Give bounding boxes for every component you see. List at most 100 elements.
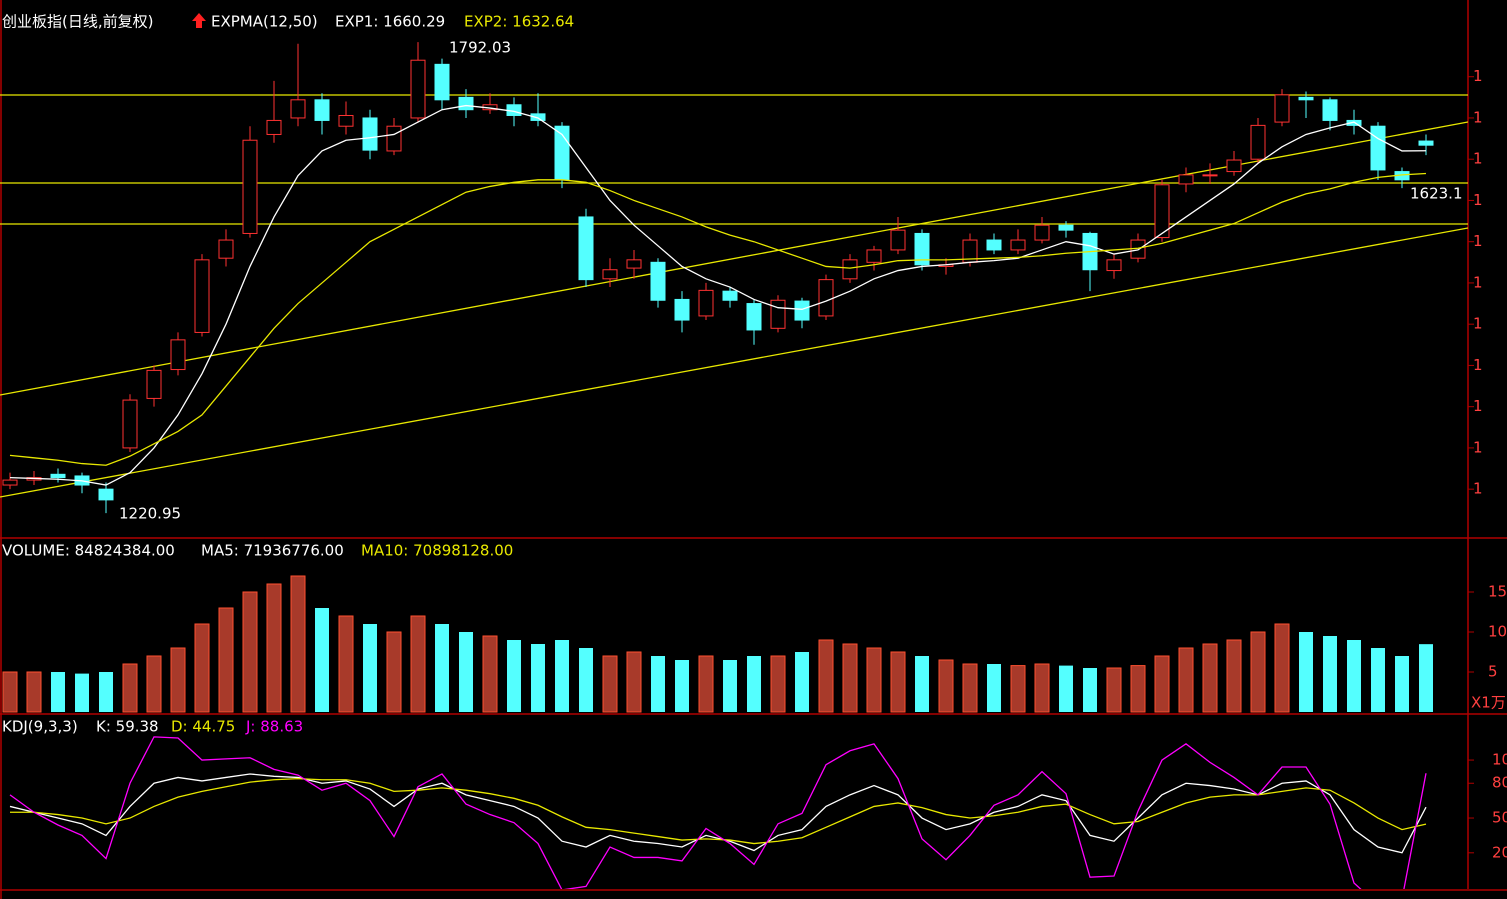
volume-bar (1274, 623, 1290, 713)
y-tick-label: 10 (1488, 623, 1507, 641)
candle-body (818, 279, 834, 317)
y-tick-label: 1450 (1473, 315, 1507, 333)
candle-body (626, 259, 642, 269)
y-tick-label: 1550 (1473, 232, 1507, 250)
y-tick-label: 1250 (1473, 480, 1507, 498)
series-line (9, 736, 1427, 889)
candle-body (2, 479, 18, 486)
candle-body (914, 232, 930, 266)
volume-bar (770, 655, 786, 713)
candle-body (1106, 259, 1122, 272)
candle-body (1226, 159, 1242, 173)
candle-body (314, 99, 330, 121)
candle-body (410, 59, 426, 119)
series-line (9, 104, 1427, 486)
volume-bar (146, 655, 162, 713)
y-axis: 5 10 15 (1468, 583, 1507, 681)
volume-bar (218, 607, 234, 713)
y-tick-label: 1350 (1473, 397, 1507, 415)
candle-body (218, 239, 234, 259)
candle-body (362, 117, 378, 151)
volume-bar (75, 673, 89, 712)
legend: MA5: 71936776.00 (201, 542, 344, 560)
volume-bar (26, 671, 42, 713)
candle-body (1202, 174, 1218, 177)
volume-bar (842, 643, 858, 713)
volume-bar (51, 672, 65, 712)
candle-body (242, 139, 258, 234)
volume-bar (555, 640, 569, 712)
candle-body (1274, 94, 1290, 123)
volume-bar (410, 615, 426, 713)
candle-body (146, 369, 162, 399)
chart-title: 创业板指(日线,前复权) (2, 13, 153, 31)
legend: K: 59.38 (96, 718, 159, 736)
volume-bar (338, 615, 354, 713)
volume-bar (99, 672, 113, 712)
annotation: 1220.95 (119, 505, 181, 523)
series-line (9, 773, 1427, 854)
candle-body (866, 249, 882, 263)
candle-body (986, 239, 1002, 251)
volume-bar (1226, 639, 1242, 713)
candle-body (1178, 174, 1194, 185)
candle-body (122, 399, 138, 449)
candle-body (458, 96, 474, 111)
volume-bar (266, 583, 282, 713)
volume-bar (122, 663, 138, 713)
candle-body (1370, 125, 1386, 171)
legend: J: 88.63 (245, 718, 303, 736)
candle-body (290, 99, 306, 119)
candle-body (650, 261, 666, 301)
volume-bar (1395, 656, 1409, 712)
candle-body (674, 298, 690, 321)
panel (9, 736, 1427, 889)
candle-body (1250, 124, 1266, 160)
volume-bar (1371, 648, 1385, 712)
volume-bar (602, 655, 618, 713)
candle-body (602, 269, 618, 280)
candle-body (842, 259, 858, 280)
y-tick-label: 5 (1488, 663, 1498, 681)
volume-bar (1323, 636, 1337, 712)
candle-body (386, 125, 402, 152)
volume-bar (1178, 647, 1194, 713)
panel (2, 575, 1433, 713)
volume-bar (1130, 665, 1146, 713)
candle-body (698, 289, 714, 317)
candle-body (1322, 99, 1338, 121)
candle-body (1418, 140, 1434, 146)
volume-bar (1347, 640, 1361, 712)
y-tick-label: 1650 (1473, 150, 1507, 168)
legend: MA10: 70898128.00 (361, 542, 513, 560)
plot-layer: 1250130013501400145015001550160016501700… (2, 42, 1507, 889)
y-tick-label: 100 (1492, 751, 1507, 769)
candle-body (1010, 239, 1026, 251)
volume-bar (651, 656, 665, 712)
volume-bar (386, 631, 402, 713)
candle-body (1154, 184, 1170, 239)
volume-bar (962, 663, 978, 713)
series-line (10, 777, 1427, 845)
volume-bar (698, 655, 714, 713)
volume-bar (1059, 665, 1073, 712)
series-line (9, 172, 1427, 466)
volume-bar (723, 660, 737, 712)
y-tick-label: 1400 (1473, 356, 1507, 374)
candle-body (170, 339, 186, 371)
volume-bar (1083, 668, 1097, 712)
volume-bar (818, 639, 834, 713)
volume-bar (315, 608, 329, 712)
volume-bar (579, 648, 593, 712)
legend: D: 44.75 (171, 718, 235, 736)
candle-body (890, 229, 906, 251)
volume-bar (2, 671, 18, 713)
candle-body (1346, 119, 1362, 126)
y-tick-label: 80 (1492, 774, 1507, 792)
volume-bar (626, 651, 642, 713)
volume-bar (1106, 667, 1122, 713)
indicator: EXPMA(12,50) (211, 13, 318, 31)
